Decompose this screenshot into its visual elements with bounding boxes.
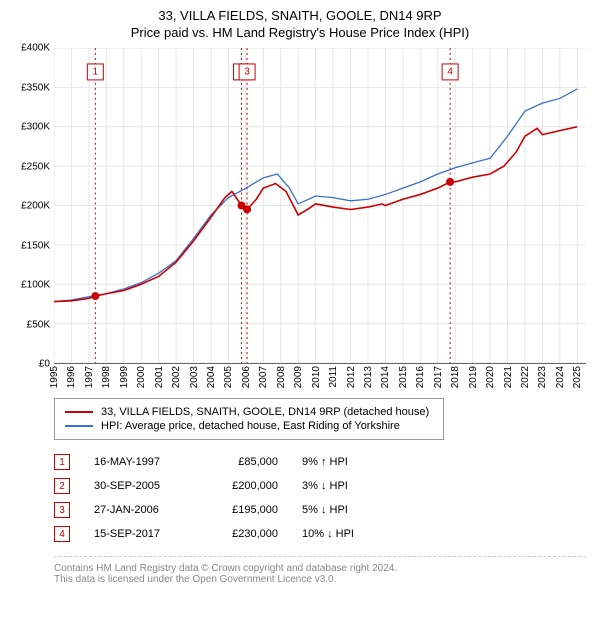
- transaction-marker: 1: [54, 454, 70, 470]
- transaction-row: 3 27-JAN-2006 £195,000 5% ↓ HPI: [54, 498, 586, 522]
- transaction-marker: 4: [54, 526, 70, 542]
- y-tick-label: £400K: [21, 43, 50, 54]
- x-tick-label: 2012: [346, 366, 357, 388]
- transaction-marker: 2: [54, 478, 70, 494]
- transaction-row: 2 30-SEP-2005 £200,000 3% ↓ HPI: [54, 474, 586, 498]
- x-tick-label: 2018: [450, 366, 461, 388]
- transaction-date: 15-SEP-2017: [94, 528, 184, 540]
- y-tick-label: £150K: [21, 240, 50, 251]
- x-tick-label: 2016: [415, 366, 426, 388]
- x-tick-label: 2003: [189, 366, 200, 388]
- transaction-delta: 3% ↓ HPI: [302, 480, 392, 492]
- x-tick-label: 2023: [537, 366, 548, 388]
- x-tick-label: 1997: [84, 366, 95, 388]
- x-tick-label: 1999: [119, 366, 130, 388]
- x-tick-label: 2019: [468, 366, 479, 388]
- x-tick-label: 2004: [206, 366, 217, 388]
- transaction-price: £195,000: [208, 504, 278, 516]
- svg-text:3: 3: [244, 66, 250, 77]
- plot-area: £0£50K£100K£150K£200K£250K£300K£350K£400…: [14, 48, 586, 388]
- y-tick-label: £100K: [21, 280, 50, 291]
- legend-item: 33, VILLA FIELDS, SNAITH, GOOLE, DN14 9R…: [65, 405, 433, 419]
- y-axis: £0£50K£100K£150K£200K£250K£300K£350K£400…: [14, 48, 54, 364]
- legend-swatch: [65, 411, 93, 413]
- transaction-date: 16-MAY-1997: [94, 456, 184, 468]
- transaction-delta: 9% ↑ HPI: [302, 456, 392, 468]
- x-tick-label: 2017: [433, 366, 444, 388]
- transaction-row: 1 16-MAY-1997 £85,000 9% ↑ HPI: [54, 450, 586, 474]
- footer: Contains HM Land Registry data © Crown c…: [54, 556, 586, 585]
- y-tick-label: £350K: [21, 82, 50, 93]
- x-tick-label: 2020: [485, 366, 496, 388]
- transaction-delta: 5% ↓ HPI: [302, 504, 392, 516]
- y-tick-label: £50K: [27, 319, 50, 330]
- y-tick-label: £250K: [21, 161, 50, 172]
- legend: 33, VILLA FIELDS, SNAITH, GOOLE, DN14 9R…: [54, 398, 444, 440]
- legend-label: 33, VILLA FIELDS, SNAITH, GOOLE, DN14 9R…: [101, 406, 429, 418]
- x-tick-label: 1996: [66, 366, 77, 388]
- x-tick-label: 2024: [555, 366, 566, 388]
- chart-title: 33, VILLA FIELDS, SNAITH, GOOLE, DN14 9R…: [14, 8, 586, 23]
- x-axis: 1995199619971998199920002001200220032004…: [54, 364, 586, 388]
- transaction-table: 1 16-MAY-1997 £85,000 9% ↑ HPI 2 30-SEP-2005 £…: [54, 450, 586, 546]
- transaction-date: 30-SEP-2005: [94, 480, 184, 492]
- x-tick-label: 2009: [293, 366, 304, 388]
- transaction-price: £230,000: [208, 528, 278, 540]
- legend-item: HPI: Average price, detached house, East…: [65, 419, 433, 433]
- x-tick-label: 1995: [49, 366, 60, 388]
- transaction-price: £200,000: [208, 480, 278, 492]
- transaction-price: £85,000: [208, 456, 278, 468]
- chart-svg: 1234: [54, 48, 586, 363]
- chart-container: 33, VILLA FIELDS, SNAITH, GOOLE, DN14 9R…: [0, 0, 600, 595]
- transaction-row: 4 15-SEP-2017 £230,000 10% ↓ HPI: [54, 522, 586, 546]
- footer-line-2: This data is licensed under the Open Gov…: [54, 574, 586, 585]
- y-tick-label: £200K: [21, 201, 50, 212]
- x-tick-label: 2005: [223, 366, 234, 388]
- x-tick-label: 2006: [241, 366, 252, 388]
- x-tick-label: 2002: [171, 366, 182, 388]
- x-tick-label: 2008: [276, 366, 287, 388]
- transaction-delta: 10% ↓ HPI: [302, 528, 392, 540]
- x-tick-label: 2014: [380, 366, 391, 388]
- chart-subtitle: Price paid vs. HM Land Registry's House …: [14, 25, 586, 40]
- x-tick-label: 2010: [311, 366, 322, 388]
- x-tick-label: 2007: [258, 366, 269, 388]
- x-tick-label: 2013: [363, 366, 374, 388]
- x-tick-label: 2015: [398, 366, 409, 388]
- transaction-date: 27-JAN-2006: [94, 504, 184, 516]
- y-tick-label: £300K: [21, 122, 50, 133]
- x-tick-label: 2022: [520, 366, 531, 388]
- x-tick-label: 2025: [572, 366, 583, 388]
- footer-line-1: Contains HM Land Registry data © Crown c…: [54, 563, 586, 574]
- transaction-marker: 3: [54, 502, 70, 518]
- plot-inner: 1234: [54, 48, 586, 364]
- legend-label: HPI: Average price, detached house, East…: [101, 420, 400, 432]
- legend-swatch: [65, 425, 93, 427]
- x-tick-label: 2021: [503, 366, 514, 388]
- x-tick-label: 1998: [101, 366, 112, 388]
- x-tick-label: 2000: [136, 366, 147, 388]
- svg-text:1: 1: [93, 66, 99, 77]
- x-tick-label: 2001: [154, 366, 165, 388]
- x-tick-label: 2011: [328, 366, 339, 388]
- svg-text:4: 4: [447, 66, 453, 77]
